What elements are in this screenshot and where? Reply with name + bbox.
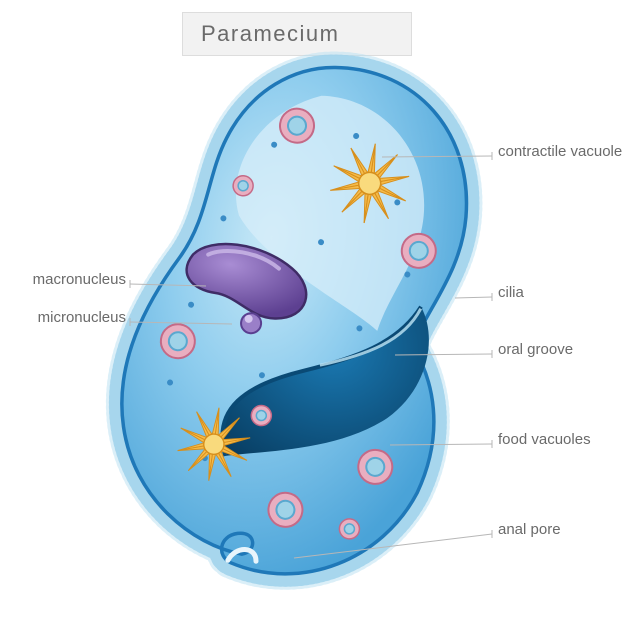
label-contractile_vacuole: contractile vacuole [498, 143, 622, 160]
label-food_vacuoles: food vacuoles [498, 431, 591, 448]
paramecium-body-group [100, 43, 485, 593]
label-anal_pore: anal pore [498, 521, 561, 538]
label-micronucleus: micronucleus [20, 309, 126, 326]
label-cilia: cilia [498, 284, 524, 301]
label-oral_groove: oral groove [498, 341, 573, 358]
label-macronucleus: macronucleus [20, 271, 126, 288]
